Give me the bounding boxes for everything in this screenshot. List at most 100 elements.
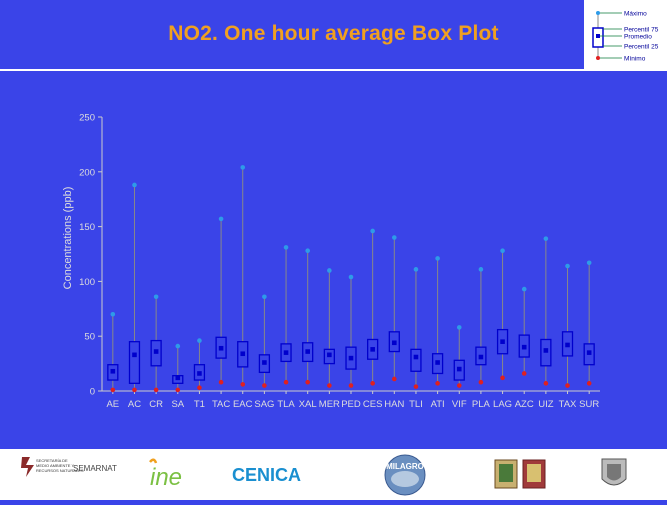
svg-text:RECURSOS NATURALES: RECURSOS NATURALES [36, 468, 84, 473]
iqr-box [518, 334, 530, 358]
box-plot-chart: 0 50 100 150 200 250 AE AC CR SA T1 TAC EAC SAG TLA XAL… [62, 113, 600, 410]
x-tick-label: T1 [194, 399, 205, 410]
x-tick-label: PLA [472, 399, 491, 410]
legend-graphic: Máximo Percentil 75 Promedio Percentil 2… [592, 11, 659, 63]
title-divider [0, 69, 667, 71]
legend-p25-label: Percentil 25 [624, 44, 659, 51]
min-marker [543, 381, 549, 386]
y-tick-label: 50 [84, 332, 95, 343]
min-marker [132, 387, 137, 393]
unam-crest-logo [601, 458, 627, 486]
iqr-box [431, 353, 444, 375]
iqr-box [323, 348, 335, 365]
min-marker [348, 383, 354, 388]
mean-marker [413, 354, 419, 360]
legend-min-label: Mínimo [624, 56, 646, 63]
x-tick-label: AE [106, 399, 119, 410]
mean-marker [197, 371, 202, 376]
legend-box-shape [592, 27, 604, 48]
mean-marker [283, 350, 289, 355]
min-marker [413, 384, 419, 389]
mean-marker [500, 339, 505, 344]
iqr-box [237, 341, 249, 368]
chart-axes: 0 50 100 150 200 250 AE AC CR SA T1 TAC EAC SAG TLA XAL… [79, 113, 600, 410]
iqr-box [475, 346, 487, 366]
x-tick-label: TAC [212, 399, 230, 410]
footer-logos: SECRETARÍA DE MEDIO AMBIENTE Y RECURSOS … [0, 449, 667, 500]
max-marker [456, 325, 462, 330]
x-tick-label: TAX [559, 399, 577, 410]
min-marker [392, 376, 397, 382]
mean-marker [132, 352, 137, 358]
mean-marker [565, 342, 570, 348]
max-marker [110, 311, 116, 317]
min-marker [110, 387, 116, 393]
svg-text:MEDIO AMBIENTE Y: MEDIO AMBIENTE Y [36, 463, 74, 468]
min-marker [478, 379, 484, 385]
min-marker [435, 381, 440, 386]
svg-text:MILAGRO: MILAGRO [386, 462, 424, 471]
y-tick-label: 150 [79, 222, 95, 233]
min-marker [565, 383, 570, 388]
min-marker [197, 385, 202, 391]
max-marker [586, 260, 592, 266]
max-marker [478, 267, 484, 272]
x-tick-label: HAN [384, 399, 404, 410]
x-tick-label: AC [128, 399, 141, 410]
min-marker [240, 382, 246, 387]
cenica-logo: CENICA [232, 465, 301, 485]
legend-mean-marker [596, 34, 600, 38]
max-marker [370, 228, 375, 234]
x-tick-label: CES [363, 399, 383, 410]
svg-text:SEMARNAT: SEMARNAT [73, 464, 117, 473]
x-tick-label: SA [171, 399, 184, 410]
max-marker [197, 338, 202, 343]
min-marker [175, 387, 181, 393]
iqr-box [302, 342, 314, 363]
legend-max-label: Máximo [624, 11, 647, 18]
x-tick-label: CR [149, 399, 163, 410]
min-marker [327, 383, 332, 388]
min-marker [153, 387, 159, 393]
iqr-box [496, 328, 509, 355]
y-tick-label: 200 [79, 167, 95, 178]
legend-max-marker [596, 11, 600, 15]
min-marker [218, 379, 224, 385]
max-marker [218, 216, 224, 222]
max-marker [543, 236, 549, 241]
max-marker [283, 245, 289, 250]
x-tick-label: ATI [431, 399, 445, 410]
milagro-logo: MILAGRO [384, 454, 426, 496]
max-marker [348, 274, 354, 280]
max-marker [240, 165, 246, 170]
max-marker [305, 248, 310, 254]
min-marker [500, 375, 505, 381]
mean-marker [370, 347, 375, 352]
min-marker [262, 383, 267, 388]
iqr-box [150, 339, 162, 367]
semarnat-logo: SECRETARÍA DE MEDIO AMBIENTE Y RECURSOS … [21, 457, 117, 477]
mean-marker [392, 340, 397, 346]
max-marker [392, 235, 397, 240]
min-marker [305, 379, 310, 385]
max-marker [327, 268, 332, 273]
iqr-box [215, 336, 227, 359]
x-tick-label: LAG [493, 399, 512, 410]
iqr-box [107, 364, 119, 381]
min-marker [456, 383, 462, 388]
svg-text:SECRETARÍA DE: SECRETARÍA DE [36, 458, 68, 463]
iqr-box [258, 354, 271, 374]
mean-marker [586, 350, 592, 355]
iqr-box [410, 348, 422, 372]
min-marker [370, 381, 375, 386]
mean-marker [348, 355, 354, 361]
mean-marker [521, 344, 527, 350]
max-marker [500, 248, 505, 254]
iqr-box [128, 341, 141, 384]
legend-p75-label: Percentil 75 [624, 27, 659, 34]
y-tick-label: 100 [79, 277, 95, 288]
x-tick-label: SAG [254, 399, 274, 410]
iqr-box [367, 338, 379, 360]
max-marker [435, 256, 440, 261]
mean-marker [218, 345, 224, 351]
